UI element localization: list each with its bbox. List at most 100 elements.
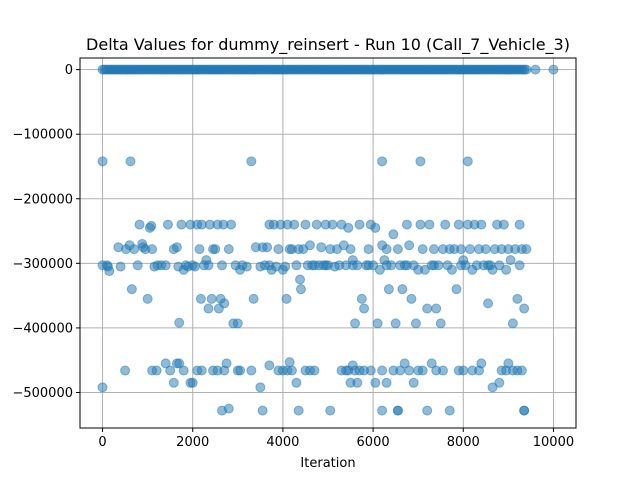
data-point xyxy=(372,318,383,329)
data-point xyxy=(120,365,131,376)
data-point xyxy=(295,274,306,285)
data-point xyxy=(284,357,295,368)
data-point xyxy=(115,261,126,272)
data-point xyxy=(415,219,426,230)
data-point xyxy=(132,260,143,271)
data-point xyxy=(102,260,113,271)
data-point xyxy=(419,264,430,275)
data-point xyxy=(444,405,455,416)
y-tick-label: 0 xyxy=(65,63,73,78)
data-point xyxy=(505,255,516,266)
data-point xyxy=(516,365,527,376)
data-point xyxy=(165,365,176,376)
data-point xyxy=(456,260,467,271)
x-tick-label: 10000 xyxy=(533,435,574,450)
data-point xyxy=(406,293,417,304)
data-point xyxy=(309,365,320,376)
y-tick-label: −300000 xyxy=(12,257,73,272)
data-point xyxy=(456,244,467,255)
data-point xyxy=(377,365,388,376)
data-point xyxy=(383,284,394,295)
data-point xyxy=(210,244,221,255)
data-point xyxy=(519,405,530,416)
data-point xyxy=(291,260,302,271)
data-point xyxy=(494,260,505,271)
data-point xyxy=(235,365,246,376)
data-point xyxy=(388,229,399,240)
data-point xyxy=(195,293,206,304)
data-point xyxy=(142,293,153,304)
data-point xyxy=(187,377,198,388)
x-tick-label: 0 xyxy=(98,435,106,450)
data-point xyxy=(291,377,302,388)
data-point xyxy=(320,260,331,271)
data-point xyxy=(126,284,137,295)
data-point xyxy=(189,261,200,272)
data-point xyxy=(203,303,214,314)
data-point xyxy=(487,382,498,393)
data-point xyxy=(203,260,214,271)
data-point xyxy=(246,156,257,167)
data-point xyxy=(392,244,403,255)
data-point xyxy=(404,365,415,376)
data-point xyxy=(325,405,336,416)
data-point xyxy=(178,365,189,376)
data-point xyxy=(480,244,491,255)
data-point xyxy=(465,244,476,255)
data-point xyxy=(125,156,136,167)
data-point xyxy=(289,219,300,230)
data-point xyxy=(431,303,442,314)
data-point xyxy=(196,365,207,376)
data-point xyxy=(424,219,435,230)
data-point xyxy=(295,284,306,295)
data-point xyxy=(365,365,376,376)
data-point xyxy=(223,244,234,255)
data-point xyxy=(151,365,162,376)
data-point xyxy=(401,260,412,271)
data-point xyxy=(498,219,509,230)
y-axis-ticks: 0 −100000 −200000 −300000 −400000 −500000 xyxy=(12,63,80,401)
data-point xyxy=(514,260,525,271)
data-point xyxy=(257,405,268,416)
data-point xyxy=(347,260,358,271)
data-point xyxy=(377,405,388,416)
data-point xyxy=(171,242,182,253)
data-point xyxy=(530,64,541,75)
data-point xyxy=(453,219,464,230)
plot-frame xyxy=(79,57,577,429)
x-tick-label: 8000 xyxy=(447,435,480,450)
data-point xyxy=(507,318,518,329)
data-point xyxy=(255,382,266,393)
data-point xyxy=(548,64,559,75)
data-point xyxy=(483,260,494,271)
data-point xyxy=(408,377,419,388)
data-point xyxy=(160,260,171,271)
data-point xyxy=(174,358,185,369)
data-point xyxy=(417,365,428,376)
data-point xyxy=(219,298,230,309)
data-point xyxy=(194,244,205,255)
data-point xyxy=(280,261,291,272)
data-point xyxy=(262,242,273,253)
data-point xyxy=(286,365,297,376)
data-point xyxy=(206,293,217,304)
data-point xyxy=(97,382,108,393)
data-point xyxy=(415,156,426,167)
data-point xyxy=(390,318,401,329)
data-point xyxy=(345,244,356,255)
data-point xyxy=(476,358,487,369)
data-points xyxy=(97,64,559,416)
data-point xyxy=(343,222,354,233)
data-point xyxy=(435,318,446,329)
data-point xyxy=(363,244,374,255)
data-point xyxy=(512,293,523,304)
data-point xyxy=(221,358,232,369)
data-point xyxy=(246,365,257,376)
data-point xyxy=(356,293,367,304)
data-point xyxy=(374,264,385,275)
data-point xyxy=(223,403,234,414)
data-point xyxy=(514,219,525,230)
data-point xyxy=(350,318,361,329)
data-point xyxy=(422,303,433,314)
